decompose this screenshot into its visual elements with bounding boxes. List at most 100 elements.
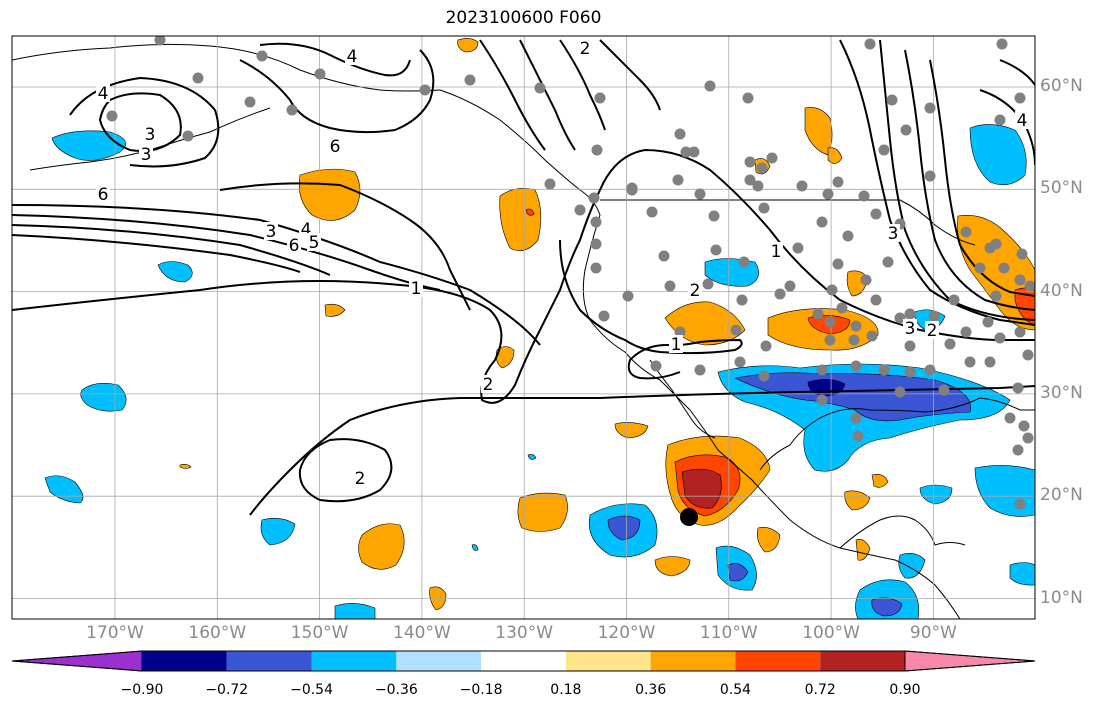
colorbar-bin (311, 651, 397, 671)
positive-anomaly-region (855, 539, 871, 561)
station-dot (990, 290, 1002, 302)
contour-label-background (903, 319, 917, 337)
positive-anomaly-region (844, 490, 871, 511)
station-dot (774, 288, 786, 300)
contour-line (559, 239, 743, 380)
station-dot (590, 262, 602, 274)
negative-anomaly-region (871, 597, 903, 617)
positive-anomaly-region (804, 107, 833, 156)
negative-anomaly-region (919, 484, 953, 505)
contour-line (559, 39, 606, 131)
positive-anomaly-region (681, 468, 722, 509)
station-dot (894, 312, 906, 324)
latitude-label: 30°N (1040, 382, 1083, 403)
map-frame (11, 35, 1036, 620)
station-dot (736, 294, 748, 306)
station-dot (708, 210, 720, 222)
negative-anomaly-region (1009, 562, 1035, 586)
contour-label-background (925, 321, 939, 339)
longitude-label: 140°W (393, 623, 451, 643)
station-dot (314, 68, 326, 80)
contour-label: 2 (690, 281, 701, 301)
colorbar-bin (565, 651, 651, 671)
contour-label-background (287, 236, 301, 254)
station-dot (864, 38, 876, 50)
station-dot (154, 36, 166, 46)
station-dot (870, 294, 882, 306)
station-dot (674, 128, 686, 140)
station-dot (1018, 420, 1030, 432)
coastline-layer (12, 43, 1035, 619)
alaska-coast (12, 43, 441, 92)
contour-line (298, 438, 393, 503)
us-canada-border (600, 199, 976, 246)
positive-anomaly-region (517, 492, 568, 532)
colorbar-tick-label: −0.18 (459, 682, 503, 698)
station-dot (710, 244, 722, 256)
station-dot (784, 280, 796, 292)
station-dot (730, 324, 742, 336)
station-dot (702, 278, 714, 290)
positive-anomaly-region (298, 168, 361, 221)
station-dot (982, 316, 994, 328)
station-dot (544, 178, 556, 190)
north-america-coastline (439, 89, 961, 619)
contour-label: 3 (266, 222, 277, 242)
contour-label: 6 (289, 236, 300, 256)
station-dot (734, 356, 746, 368)
station-dot (924, 170, 936, 182)
colorbar-bin (735, 651, 821, 671)
contour-label-background (769, 242, 783, 260)
negative-anomaly-region (527, 454, 537, 460)
colorbar-tick-label: 0.36 (635, 682, 667, 698)
station-dot (878, 144, 890, 156)
station-dot (1022, 349, 1034, 361)
colorbar-tick-label: 0.54 (719, 682, 752, 698)
contour-line (904, 49, 1035, 311)
contour-label: 6 (98, 185, 109, 205)
contour-label: 2 (927, 321, 938, 341)
longitude-label: 110°W (699, 623, 758, 643)
station-dot (752, 180, 764, 192)
positive-anomaly-region (499, 188, 542, 251)
station-dot (244, 96, 256, 108)
station-dot (894, 386, 906, 398)
station-dot (826, 284, 838, 296)
station-dot (924, 102, 936, 114)
station-dot (672, 174, 684, 186)
contour-label-background (96, 185, 110, 203)
station-dot (419, 84, 431, 96)
positive-anomaly-region (324, 303, 346, 317)
station-dot (824, 334, 836, 346)
colorbar-extend-high (904, 650, 1036, 672)
station-dot (1024, 280, 1035, 292)
station-dot (760, 340, 772, 352)
positive-anomaly-region (179, 464, 192, 469)
station-dot (960, 326, 972, 338)
station-dot (832, 176, 844, 188)
contour-label-background (328, 137, 342, 155)
station-dot (850, 320, 862, 332)
longitude-label: 170°W (86, 623, 144, 643)
colorbar-tick-label: 0.72 (804, 682, 836, 698)
contour-line (219, 182, 471, 311)
positive-anomaly-region (614, 422, 649, 439)
station-dot (658, 250, 670, 262)
station-dot (998, 262, 1010, 274)
station-dot (590, 238, 602, 250)
longitude-label: 130°W (495, 623, 554, 643)
station-dot (738, 256, 750, 268)
contour-layer (12, 39, 1035, 516)
colorbar-tick-label: 0.18 (550, 682, 582, 698)
contour-label-background (345, 47, 359, 65)
station-dot (866, 330, 878, 342)
longitude-label: 150°W (290, 623, 349, 643)
contour-label: 5 (309, 233, 320, 253)
colorbar-bin (481, 651, 566, 671)
negative-anomaly-region (969, 124, 1027, 186)
longitude-label: 120°W (597, 623, 656, 643)
negative-anomaly-region (51, 130, 126, 161)
positive-anomaly-region (871, 474, 889, 488)
station-dot (792, 242, 804, 254)
contour-line (599, 39, 661, 111)
